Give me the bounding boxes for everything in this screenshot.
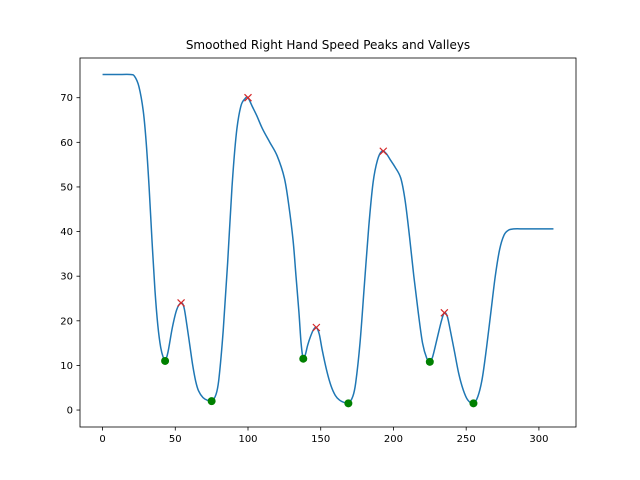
- peak-marker-stroke: [379, 147, 388, 156]
- speed-line: [102, 73, 554, 405]
- peak-marker: [440, 308, 449, 317]
- axes: 0 50 100 150 200 250 300 0 10 20 30 40 50 60 70: [60, 93, 548, 445]
- valley-marker: [344, 399, 353, 408]
- peak-marker-stroke: [440, 308, 449, 317]
- peak-marker: [244, 93, 252, 102]
- y-tick-label: 10: [60, 361, 73, 372]
- x-tick-label: 200: [384, 434, 403, 445]
- plot-frame: [79, 57, 577, 428]
- valley-marker: [425, 357, 434, 366]
- x-tick-label: 100: [238, 434, 257, 445]
- x-tick-label: 50: [169, 434, 182, 445]
- peak-marker: [312, 323, 321, 332]
- valley-marker: [161, 356, 170, 365]
- plot-area: [102, 73, 554, 408]
- x-tick-label: 0: [99, 434, 105, 445]
- x-tick-label: 150: [311, 434, 330, 445]
- y-tick-label: 60: [60, 138, 73, 149]
- y-tick-label: 30: [60, 272, 73, 283]
- y-tick-label: 40: [60, 227, 73, 238]
- peak-marker-stroke: [177, 299, 186, 307]
- valley-marker: [469, 399, 478, 408]
- valley-marker: [299, 354, 308, 363]
- peak-marker-stroke: [244, 93, 252, 102]
- y-tick-label: 0: [67, 406, 73, 417]
- peak-marker-stroke: [312, 323, 321, 332]
- valley-marker: [207, 397, 216, 406]
- x-tick-label: 250: [457, 434, 476, 445]
- y-tick-label: 20: [60, 316, 73, 327]
- peak-marker: [177, 299, 186, 307]
- x-tick-label: 300: [529, 434, 548, 445]
- peak-marker: [379, 147, 388, 156]
- y-tick-label: 70: [60, 93, 73, 104]
- y-tick-label: 50: [60, 182, 73, 193]
- chart-title: Smoothed Right Hand Speed Peaks and Vall…: [186, 38, 470, 52]
